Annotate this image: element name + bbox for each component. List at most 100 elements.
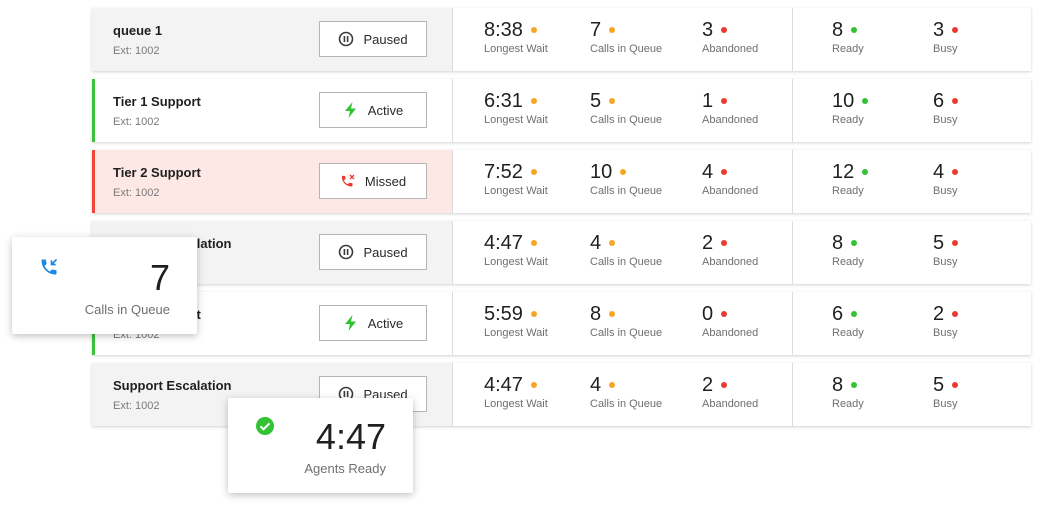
- status-dot: [851, 382, 858, 388]
- stat-longest-wait-label: Longest Wait: [484, 43, 548, 55]
- status-dot: [609, 27, 616, 33]
- status-dot: [530, 98, 537, 104]
- missed-call-icon: [340, 173, 356, 189]
- stat-longest-wait-value: 5:59: [484, 303, 523, 325]
- queue-state-button[interactable]: Paused: [319, 234, 427, 270]
- stat-abandoned: 2 Abandoned: [702, 231, 758, 268]
- pause-circle-icon: [338, 244, 354, 260]
- agents-ready-card-label: Agents Ready: [304, 461, 386, 476]
- stat-busy: 5 Busy: [933, 231, 959, 268]
- queue-state-label: Paused: [363, 386, 408, 402]
- stat-ready-label: Ready: [832, 43, 864, 55]
- queue-row: queue 1 Ext: 1002 Paused 8:38 Longest Wa…: [92, 8, 1031, 71]
- status-dot: [862, 98, 869, 104]
- queue-name: Support Escalation: [113, 378, 232, 393]
- stats-divider: [792, 8, 793, 71]
- status-dot: [609, 98, 616, 104]
- stat-longest-wait: 4:47 Longest Wait: [484, 231, 548, 268]
- agents-ready-card: 4:47 Agents Ready: [228, 398, 413, 493]
- stat-abandoned-value: 0: [702, 303, 714, 325]
- stat-calls-in-queue-value: 7: [590, 19, 602, 41]
- status-dot: [721, 382, 728, 388]
- status-dot: [721, 240, 728, 246]
- stat-longest-wait-value: 4:47: [484, 374, 523, 396]
- stat-busy-value: 4: [933, 161, 945, 183]
- status-dot: [721, 98, 728, 104]
- stats-divider: [792, 221, 793, 284]
- status-dot: [721, 169, 728, 175]
- stat-ready: 12 Ready: [832, 160, 869, 197]
- queue-extension: Ext: 1002: [113, 45, 160, 57]
- stat-longest-wait: 8:38 Longest Wait: [484, 18, 548, 55]
- status-dot: [530, 311, 537, 317]
- queue-stats: 7:52 Longest Wait 10 Calls in Queue 4 Ab…: [453, 150, 1031, 213]
- status-dot: [952, 382, 959, 388]
- queue-state-label: Paused: [363, 31, 408, 47]
- stat-busy-value: 5: [933, 374, 945, 396]
- stats-divider: [792, 79, 793, 142]
- stat-calls-in-queue: 4 Calls in Queue: [590, 231, 662, 268]
- stat-abandoned-label: Abandoned: [702, 185, 759, 197]
- queue-stats: 8:38 Longest Wait 7 Calls in Queue 3 Aba…: [453, 8, 1031, 71]
- stat-busy: 2 Busy: [933, 302, 959, 339]
- queue-stats: 4:47 Longest Wait 4 Calls in Queue 2 Aba…: [453, 363, 1031, 426]
- queue-info: queue 1 Ext: 1002 Paused: [92, 8, 453, 71]
- stats-divider: [792, 292, 793, 355]
- stat-abandoned: 0 Abandoned: [702, 302, 758, 339]
- stat-abandoned-value: 1: [702, 90, 714, 112]
- stat-abandoned-label: Abandoned: [702, 43, 759, 55]
- stat-calls-in-queue: 4 Calls in Queue: [590, 373, 662, 410]
- stat-longest-wait: 4:47 Longest Wait: [484, 373, 548, 410]
- queue-state-label: Active: [367, 102, 404, 118]
- stat-longest-wait: 5:59 Longest Wait: [484, 302, 548, 339]
- status-dot: [952, 98, 959, 104]
- stat-busy-label: Busy: [933, 327, 958, 339]
- stat-longest-wait-label: Longest Wait: [484, 256, 548, 268]
- queue-info: Tier 2 Support Ext: 1002 Missed: [92, 150, 453, 213]
- status-dot: [721, 311, 728, 317]
- queue-state-label: Paused: [363, 244, 408, 260]
- stat-longest-wait: 7:52 Longest Wait: [484, 160, 548, 197]
- status-dot: [952, 311, 959, 317]
- stat-ready: 8 Ready: [832, 18, 864, 55]
- stat-abandoned-value: 2: [702, 374, 714, 396]
- calls-in-queue-card: 7 Calls in Queue: [12, 237, 197, 334]
- stat-busy-label: Busy: [933, 185, 958, 197]
- stat-longest-wait-value: 4:47: [484, 232, 523, 254]
- queue-state-button[interactable]: Active: [319, 305, 427, 341]
- stat-longest-wait-label: Longest Wait: [484, 114, 548, 126]
- queue-list: queue 1 Ext: 1002 Paused 8:38 Longest Wa…: [92, 8, 1031, 434]
- queue-state-accent: [92, 8, 95, 71]
- stat-abandoned-label: Abandoned: [702, 398, 759, 410]
- stats-divider: [792, 150, 793, 213]
- stat-abandoned-value: 4: [702, 161, 714, 183]
- stat-ready-value: 8: [832, 19, 844, 41]
- stat-ready-label: Ready: [832, 185, 864, 197]
- queue-info: Tier 1 Support Ext: 1002 Active: [92, 79, 453, 142]
- pause-circle-icon: [338, 31, 354, 47]
- stat-longest-wait-label: Longest Wait: [484, 398, 548, 410]
- stat-calls-in-queue-label: Calls in Queue: [590, 114, 663, 126]
- stat-abandoned-label: Abandoned: [702, 114, 759, 126]
- stat-longest-wait: 6:31 Longest Wait: [484, 89, 548, 126]
- queue-name: Tier 1 Support: [113, 94, 201, 109]
- stat-busy-value: 3: [933, 19, 945, 41]
- stat-calls-in-queue-label: Calls in Queue: [590, 43, 663, 55]
- status-dot: [862, 169, 869, 175]
- stat-ready: 8 Ready: [832, 231, 864, 268]
- stat-ready: 6 Ready: [832, 302, 864, 339]
- queue-state-button[interactable]: Missed: [319, 163, 427, 199]
- status-dot: [530, 240, 537, 246]
- stat-abandoned-value: 2: [702, 232, 714, 254]
- queue-state-button[interactable]: Paused: [319, 21, 427, 57]
- stat-longest-wait-value: 6:31: [484, 90, 523, 112]
- lightning-bolt-icon: [343, 102, 359, 118]
- queue-state-button[interactable]: Active: [319, 92, 427, 128]
- stat-busy-value: 2: [933, 303, 945, 325]
- status-dot: [721, 27, 728, 33]
- stat-longest-wait-value: 8:38: [484, 19, 523, 41]
- status-dot: [609, 240, 616, 246]
- stat-busy-label: Busy: [933, 43, 958, 55]
- status-dot: [530, 382, 537, 388]
- stat-abandoned-value: 3: [702, 19, 714, 41]
